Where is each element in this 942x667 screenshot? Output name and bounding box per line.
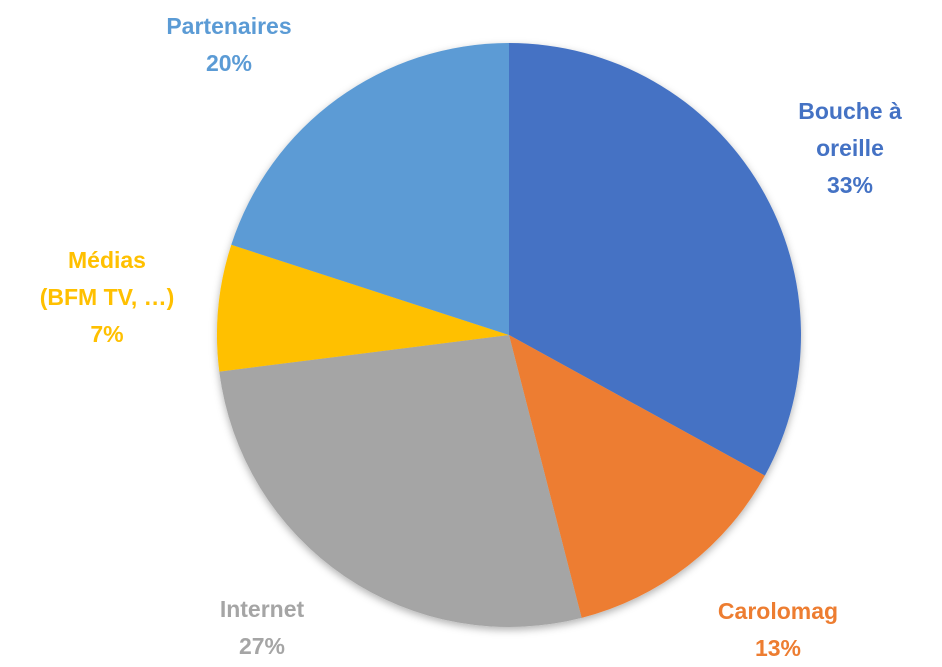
- value-label: 33%: [826, 171, 874, 198]
- slice-label: Partenaires 20%: [129, 8, 329, 82]
- pie-slice: [509, 335, 765, 618]
- value-label: 7%: [90, 320, 124, 347]
- slice-label: Internet 27%: [162, 591, 362, 665]
- category: Bouche à oreille: [798, 97, 902, 161]
- slice-label: Médias (BFM TV, …) 7%: [22, 242, 192, 352]
- slice-label: Bouche à oreille 33%: [785, 93, 915, 203]
- value-label: 20%: [205, 50, 253, 76]
- category: Partenaires: [166, 13, 292, 40]
- pie-slice: [509, 43, 801, 476]
- value-label: 27%: [238, 633, 286, 659]
- value-label: 13%: [754, 635, 802, 661]
- pie-slice: [231, 42, 509, 335]
- category: Carolomag: [717, 598, 839, 625]
- category: Internet: [219, 596, 305, 623]
- pie-slice: [217, 244, 510, 372]
- pie-slice: [219, 335, 582, 627]
- category: Médias (BFM TV, …): [39, 246, 175, 310]
- slice-label: Carolomag 13%: [678, 593, 878, 667]
